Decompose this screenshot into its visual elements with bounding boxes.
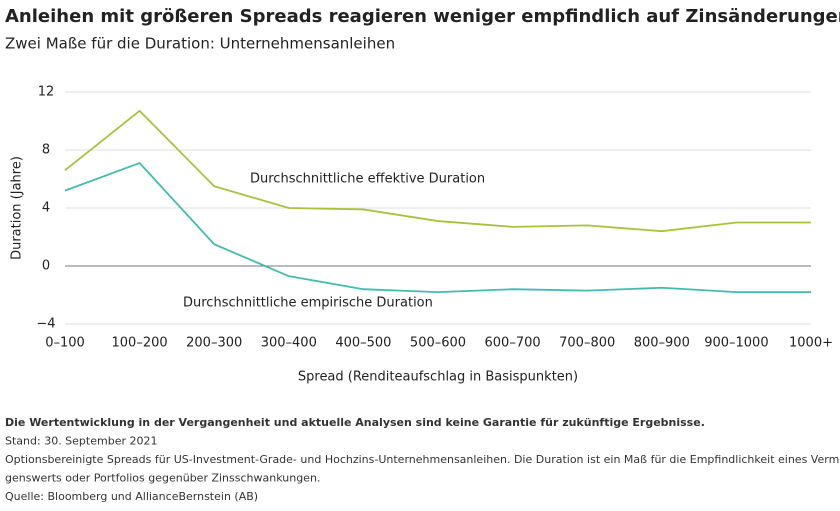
x-tick-label: 1000+ [789,336,833,351]
x-tick-label: 600–700 [485,336,541,351]
y-tick-label: −4 [36,317,55,332]
chart-title: Anleihen mit größeren Spreads reagieren … [5,6,840,27]
footnote: genswerts oder Portfolios gegenüber Zins… [5,472,320,485]
footnote: Die Wertentwicklung in der Vergangenheit… [5,416,705,429]
footnote: Quelle: Bloomberg und AllianceBernstein … [5,490,258,503]
x-tick-label: 800–900 [634,336,690,351]
x-tick-label: 700–800 [559,336,615,351]
series-line [64,161,811,294]
x-tick-label: 400–500 [335,336,391,351]
x-tick-label: 100–200 [112,336,168,351]
footnote: Optionsbereinigte Spreads für US-Investm… [5,453,840,466]
x-tick-label: 300–400 [261,336,317,351]
y-tick-label: 12 [38,85,55,100]
y-tick-label: 0 [42,259,50,274]
y-tick-label: 4 [42,201,50,216]
x-tick-label: 900–1000 [704,336,768,351]
x-tick-label: 500–600 [410,336,466,351]
y-tick-label: 8 [42,143,50,158]
x-tick-label: 200–300 [186,336,242,351]
chart-subtitle: Zwei Maße für die Duration: Unternehmens… [5,35,395,53]
series-label: Durchschnittliche empirische Duration [183,296,433,311]
series-label: Durchschnittliche effektive Duration [250,172,485,187]
y-axis-label: Duration (Jahre) [10,156,25,260]
footnote: Stand: 30. September 2021 [5,435,157,448]
x-tick-label: 0–100 [45,336,85,351]
series-line [64,109,811,233]
x-axis-label: Spread (Renditeaufschlag in Basispunkten… [298,370,578,385]
